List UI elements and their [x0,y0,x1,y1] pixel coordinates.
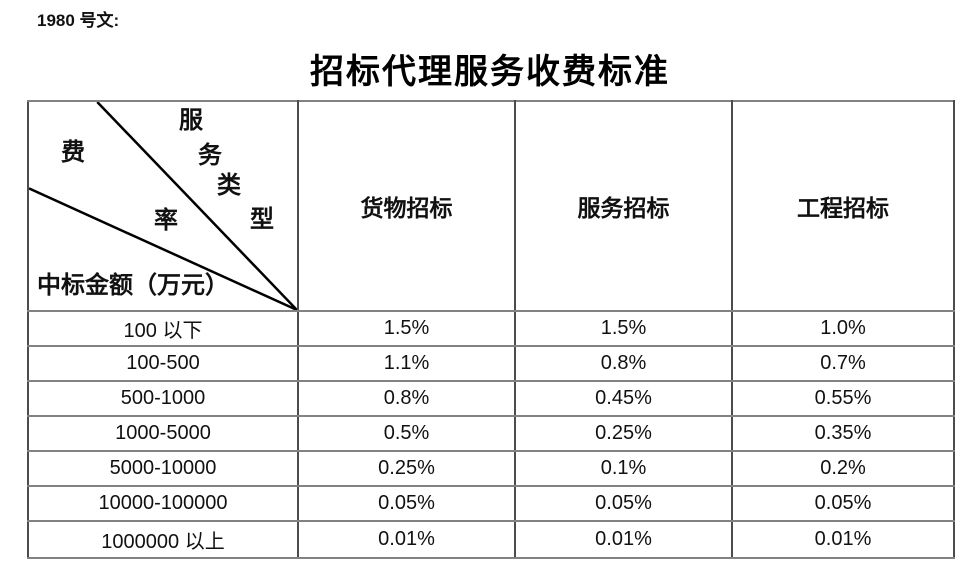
table-cell: 0.55% [731,380,955,417]
table-cell: 0.05% [514,485,733,522]
table-cell: 0.2% [731,450,955,487]
table-cell: 0.8% [514,345,733,382]
diagonal-lines [30,103,296,309]
table-cell: 0.8% [297,380,516,417]
table-cell: 1.0% [731,310,955,347]
corner-type-char-1: 服 [179,108,203,134]
table-row: 100-500 1.1% 0.8% 0.7% [27,345,955,382]
table-cell: 0.1% [514,450,733,487]
table-cell: 0.7% [731,345,955,382]
table-row: 5000-10000 0.25% 0.1% 0.2% [27,450,955,487]
table-header-row: 服 务 类 型 费 率 中标金额（万元） 货物招标 服务招标 工程招标 [27,100,955,312]
doc-ref: 1980 号文: [37,11,120,30]
table-cell: 0.5% [297,415,516,452]
table-cell: 0.05% [297,485,516,522]
row-label: 100 以下 [27,310,299,347]
table-cell: 0.05% [731,485,955,522]
corner-type-char-3: 类 [217,173,241,199]
corner-type-char-2: 务 [198,143,222,169]
table-row: 1000000 以上 0.01% 0.01% 0.01% [27,520,955,559]
table-row: 500-1000 0.8% 0.45% 0.55% [27,380,955,417]
column-header-services: 服务招标 [514,100,733,312]
row-label: 500-1000 [27,380,299,417]
table-cell: 0.01% [297,520,516,559]
table-row: 1000-5000 0.5% 0.25% 0.35% [27,415,955,452]
table-cell: 0.01% [731,520,955,559]
corner-rate-char-1: 费 [61,140,85,166]
table-row: 100 以下 1.5% 1.5% 1.0% [27,310,955,347]
table-cell: 1.1% [297,345,516,382]
row-label: 100-500 [27,345,299,382]
column-header-goods: 货物招标 [297,100,516,312]
fee-standard-table: 服 务 类 型 费 率 中标金额（万元） 货物招标 服务招标 工程招标 100 … [27,100,955,559]
table-cell: 0.01% [514,520,733,559]
table-cell: 1.5% [297,310,516,347]
table-cell: 0.25% [514,415,733,452]
table-cell: 0.45% [514,380,733,417]
corner-amount-label: 中标金额（万元） [37,273,229,299]
corner-type-char-4: 型 [250,207,274,233]
column-header-engineering: 工程招标 [731,100,955,312]
diagonal-corner-cell: 服 务 类 型 费 率 中标金额（万元） [27,100,299,312]
row-label: 10000-100000 [27,485,299,522]
table-cell: 0.35% [731,415,955,452]
page-title: 招标代理服务收费标准 [310,54,670,91]
row-label: 1000000 以上 [27,520,299,559]
table-row: 10000-100000 0.05% 0.05% 0.05% [27,485,955,522]
table-cell: 1.5% [514,310,733,347]
table-cell: 0.25% [297,450,516,487]
corner-rate-char-2: 率 [154,208,178,234]
row-label: 1000-5000 [27,415,299,452]
row-label: 5000-10000 [27,450,299,487]
